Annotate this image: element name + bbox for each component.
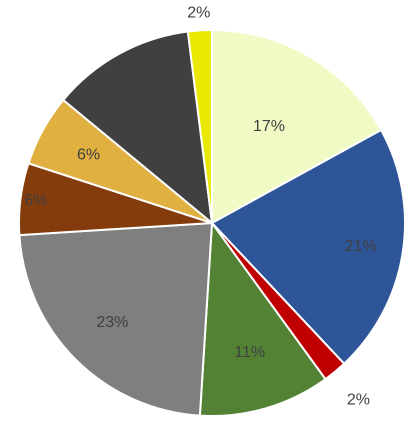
data-label-slice-2: 21% — [345, 238, 377, 255]
data-label-slice-5: 23% — [96, 314, 128, 331]
pie-slice-1 — [211, 28, 383, 225]
pie-slices — [18, 28, 406, 417]
pie-slice-4 — [198, 220, 327, 417]
data-label-slice-4: 11% — [234, 344, 265, 361]
data-label-slice-3: 2% — [347, 392, 370, 409]
data-label-slice-9: 2% — [187, 5, 210, 22]
data-label-slice-7: 6% — [77, 147, 100, 164]
data-label-slice-1: 17% — [253, 118, 285, 135]
pie-slice-2 — [210, 128, 406, 366]
pie-slice-9 — [186, 28, 213, 224]
data-label-slice-6: 6% — [24, 192, 47, 209]
pie-slice-5 — [18, 221, 214, 417]
pie-slice-8 — [61, 30, 214, 226]
pie-data-labels: 17% 21% 2% 11% 23% 6% 6% 2% — [24, 5, 376, 409]
